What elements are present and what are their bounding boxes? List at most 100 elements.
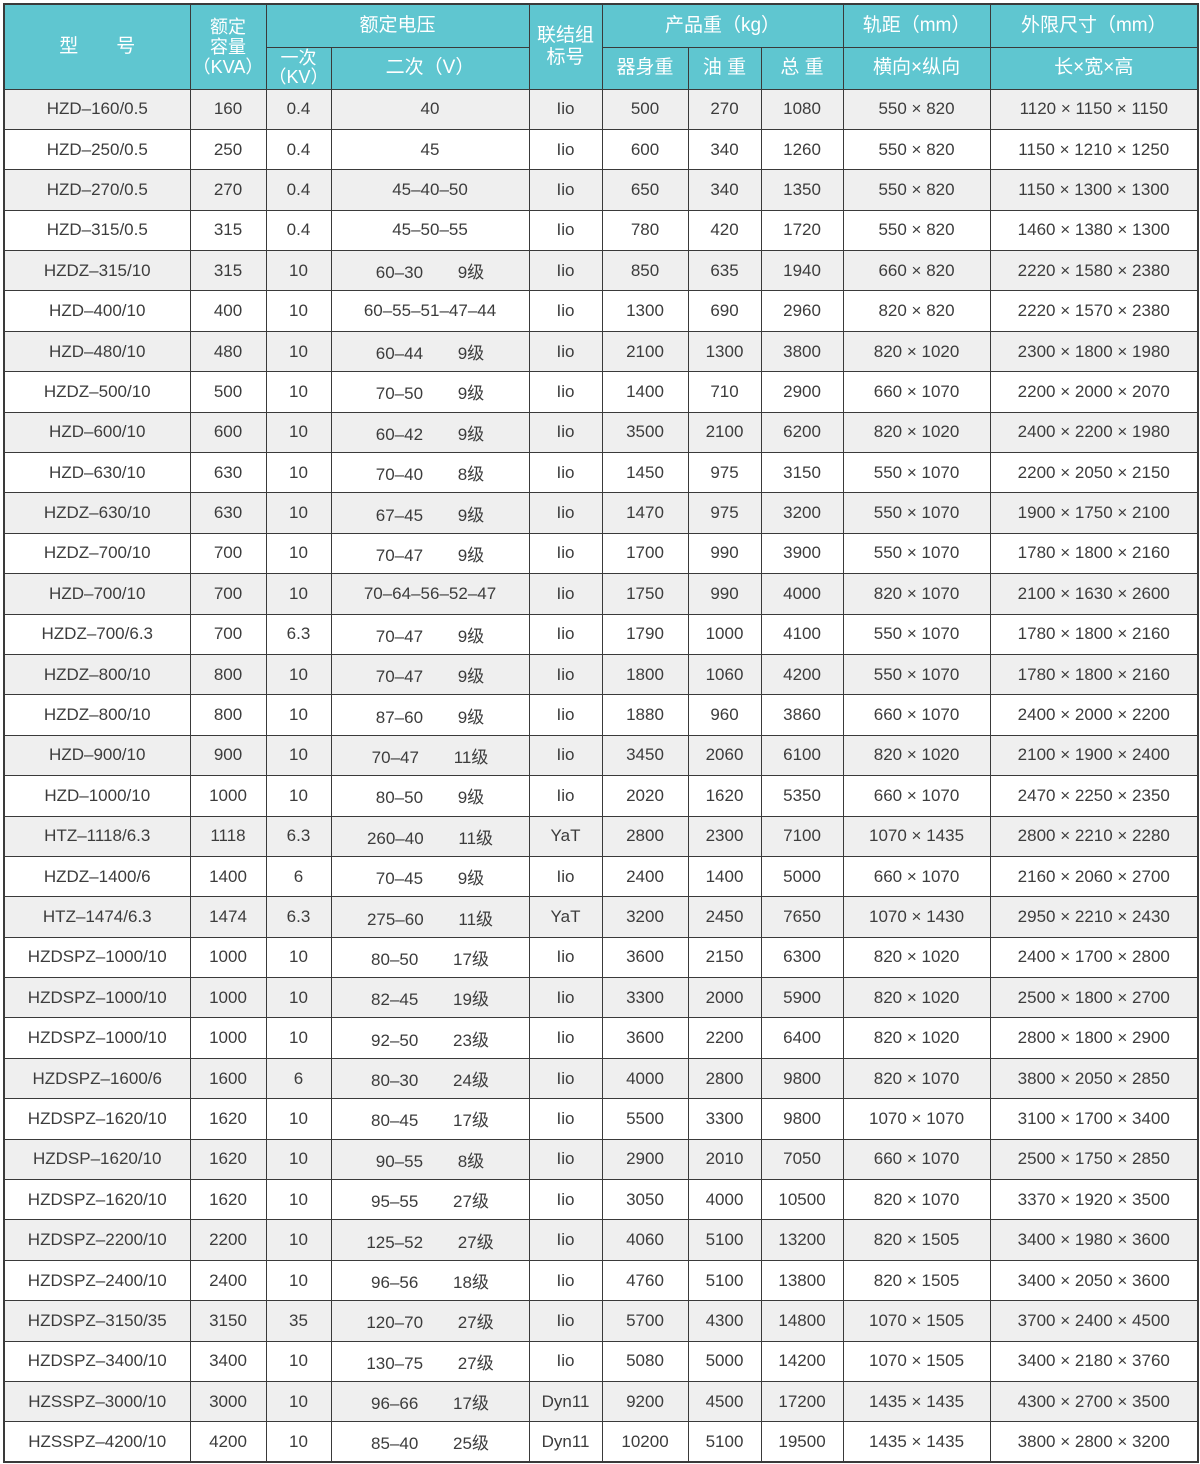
cell-outer-dimensions: 3400 × 2180 × 3760 [989, 1340, 1199, 1383]
cell-connection-group: YaT [528, 815, 603, 857]
cell-body-weight: 1300 [601, 290, 689, 332]
secondary-voltage-steps: 9级 [457, 667, 485, 687]
cell-rail-gauge: 550 × 820 [842, 128, 991, 171]
cell-body-weight: 1800 [601, 653, 689, 696]
cell-oil-weight: 1400 [687, 855, 762, 898]
cell-connection-group: Iio [528, 250, 603, 292]
cell-secondary-voltage: 70–47 9级 [330, 613, 530, 655]
cell-model: HZDZ–315/10 [3, 250, 191, 292]
cell-oil-weight: 5100 [687, 1259, 762, 1302]
cell-total-weight: 3800 [760, 330, 844, 373]
secondary-voltage-range: 70–47 [375, 626, 424, 646]
primary-label-line2: （KV） [268, 67, 329, 87]
cell-primary-voltage: 10 [265, 977, 332, 1019]
cell-model: HZD–250/0.5 [3, 128, 191, 171]
cell-outer-dimensions: 2200 × 2050 × 2150 [989, 452, 1199, 494]
cell-secondary-voltage: 275–60 11级 [330, 896, 530, 938]
cell-total-weight: 6300 [760, 936, 844, 979]
cell-primary-voltage: 10 [265, 330, 332, 373]
cell-primary-voltage: 10 [265, 1380, 332, 1423]
connection-label-line2: 标号 [546, 46, 585, 68]
col-header-secondary-voltage: 二次（V） [330, 46, 530, 90]
cell-connection-group: Iio [528, 169, 603, 211]
cell-connection-group: Dyn11 [528, 1380, 603, 1423]
cell-rated-capacity: 3000 [189, 1380, 267, 1423]
table-row: HZDSPZ–3150/35 3150 35 120–70 27级 Iio 57… [3, 1300, 1199, 1342]
cell-rated-capacity: 800 [189, 653, 267, 696]
cell-secondary-voltage: 60–55–51–47–44 [330, 290, 530, 332]
cell-secondary-voltage: 45–50–55 [330, 209, 530, 252]
cell-rail-gauge: 820 × 1020 [842, 1017, 991, 1059]
cell-connection-group: Iio [528, 1300, 603, 1342]
secondary-voltage-range: 130–75 [366, 1353, 424, 1373]
cell-model: HZD–315/0.5 [3, 209, 191, 252]
cell-model: HZDZ–500/10 [3, 371, 191, 413]
cell-total-weight: 1260 [760, 128, 844, 171]
table-row: HZD–630/10 630 10 70–40 8级 Iio 1450 975 … [3, 452, 1199, 494]
cell-oil-weight: 5000 [687, 1340, 762, 1383]
secondary-voltage-range: 80–30 [371, 1071, 419, 1091]
cell-model: HZDSPZ–1000/10 [3, 936, 191, 979]
cell-rated-capacity: 600 [189, 411, 267, 454]
cell-primary-voltage: 35 [265, 1300, 332, 1342]
cell-outer-dimensions: 2800 × 1800 × 2900 [989, 1017, 1199, 1059]
table-row: HZD–270/0.5 270 0.4 45–40–50 Iio 650 340… [3, 169, 1199, 211]
cell-rated-capacity: 1000 [189, 977, 267, 1019]
col-header-primary-voltage: 一次 （KV） [265, 46, 332, 90]
cell-body-weight: 2100 [601, 330, 689, 373]
table-row: HZDSPZ–2200/10 2200 10 125–52 27级 Iio 40… [3, 1219, 1199, 1261]
cell-rated-capacity: 630 [189, 452, 267, 494]
capacity-label-line2: 容量 [210, 36, 246, 57]
cell-secondary-voltage: 70–50 9级 [330, 371, 530, 413]
cell-total-weight: 1080 [760, 88, 844, 130]
cell-secondary-voltage: 67–45 9级 [330, 492, 530, 534]
cell-oil-weight: 340 [687, 169, 762, 211]
cell-rated-capacity: 3150 [189, 1300, 267, 1342]
cell-total-weight: 10500 [760, 1179, 844, 1221]
cell-body-weight: 3450 [601, 734, 689, 777]
table-header: 型 号 额定 容量 （KVA） 额定电压 联结组 标号 产品重（kg） 轨距（m… [3, 3, 1199, 90]
cell-secondary-voltage: 80–45 17级 [330, 1098, 530, 1140]
table-row: HZDZ–630/10 630 10 67–45 9级 Iio 1470 975… [3, 492, 1199, 534]
cell-primary-voltage: 10 [265, 250, 332, 292]
cell-oil-weight: 975 [687, 492, 762, 534]
secondary-voltage-range: 60–55–51–47–44 [363, 301, 497, 321]
secondary-voltage-range: 260–40 [366, 828, 424, 848]
cell-total-weight: 1350 [760, 169, 844, 211]
cell-secondary-voltage: 82–45 19级 [330, 977, 530, 1019]
cell-primary-voltage: 0.4 [265, 88, 332, 130]
cell-oil-weight: 2800 [687, 1057, 762, 1100]
secondary-voltage-steps: 9级 [457, 344, 485, 364]
cell-secondary-voltage: 70–40 8级 [330, 452, 530, 494]
cell-rail-gauge: 820 × 1020 [842, 734, 991, 777]
cell-secondary-voltage: 85–40 25级 [330, 1421, 530, 1463]
cell-body-weight: 4760 [601, 1259, 689, 1302]
secondary-voltage-steps: 18级 [453, 1273, 489, 1293]
table-row: HZDSPZ–3400/10 3400 10 130–75 27级 Iio 50… [3, 1340, 1199, 1383]
cell-outer-dimensions: 2470 × 2250 × 2350 [989, 775, 1199, 817]
cell-primary-voltage: 6.3 [265, 613, 332, 655]
cell-rated-capacity: 1620 [189, 1138, 267, 1181]
cell-outer-dimensions: 2220 × 1580 × 2380 [989, 250, 1199, 292]
cell-connection-group: Iio [528, 855, 603, 898]
cell-primary-voltage: 10 [265, 1138, 332, 1181]
secondary-voltage-steps: 9级 [457, 505, 485, 525]
cell-connection-group: Iio [528, 1340, 603, 1383]
cell-rail-gauge: 820 × 1070 [842, 573, 991, 615]
cell-model: HZDSPZ–3150/35 [3, 1300, 191, 1342]
cell-oil-weight: 2200 [687, 1017, 762, 1059]
cell-total-weight: 13200 [760, 1219, 844, 1261]
cell-oil-weight: 990 [687, 532, 762, 575]
cell-secondary-voltage: 60–44 9级 [330, 330, 530, 373]
cell-model: HZD–270/0.5 [3, 169, 191, 211]
cell-connection-group: Iio [528, 371, 603, 413]
cell-rated-capacity: 160 [189, 88, 267, 130]
cell-oil-weight: 2000 [687, 977, 762, 1019]
cell-rail-gauge: 820 × 1020 [842, 411, 991, 454]
cell-connection-group: Iio [528, 694, 603, 736]
cell-secondary-voltage: 260–40 11级 [330, 815, 530, 857]
secondary-voltage-range: 70–47 [375, 545, 424, 565]
cell-connection-group: Iio [528, 492, 603, 534]
table-row: HZDSPZ–1620/10 1620 10 80–45 17级 Iio 550… [3, 1098, 1199, 1140]
cell-outer-dimensions: 2160 × 2060 × 2700 [989, 855, 1199, 898]
